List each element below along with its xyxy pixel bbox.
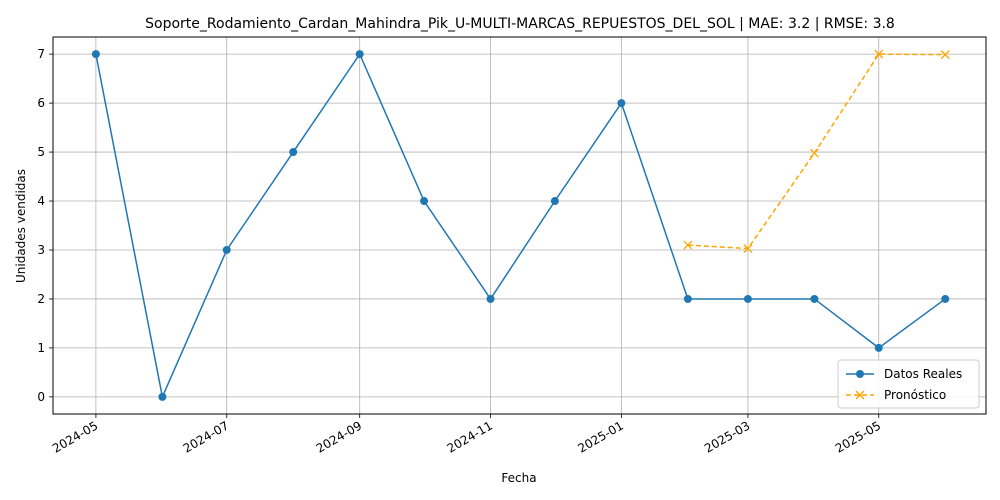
data-point	[941, 294, 950, 303]
data-point	[420, 197, 429, 206]
x-axis-title: Fecha	[501, 471, 536, 485]
data-point	[550, 197, 559, 206]
data-point-stroke	[940, 50, 950, 60]
y-tick-label: 2	[37, 292, 45, 306]
y-tick-label: 4	[37, 194, 45, 208]
y-tick-label: 7	[37, 47, 45, 61]
y-axis-title: Unidades vendidas	[14, 169, 28, 283]
x-tick-label: 2025-01	[575, 418, 625, 455]
chart-title: Soporte_Rodamiento_Cardan_Mahindra_Pik_U…	[145, 16, 895, 32]
y-tick-label: 1	[37, 341, 45, 355]
data-point-stroke	[809, 148, 819, 158]
x-tick-label: 2024-07	[181, 418, 231, 455]
data-point	[743, 294, 752, 303]
data-point	[874, 343, 883, 352]
y-tick-label: 0	[37, 390, 45, 404]
legend-label: Datos Reales	[884, 367, 962, 381]
x-tick-label: 2025-03	[702, 418, 752, 455]
series-layer	[91, 49, 950, 401]
y-tick-label: 5	[37, 145, 45, 159]
y-tick-label: 6	[37, 96, 45, 110]
data-point	[222, 245, 231, 254]
x-tick-label: 2025-05	[833, 418, 883, 455]
data-point	[91, 50, 100, 59]
data-point	[874, 49, 884, 59]
y-tick-label: 3	[37, 243, 45, 257]
x-tick-label: 2024-09	[314, 418, 364, 455]
data-point	[486, 294, 495, 303]
data-point	[683, 240, 693, 250]
data-point	[355, 50, 364, 59]
x-tick-label: 2024-11	[445, 418, 495, 455]
data-point	[809, 148, 819, 158]
x-tick-label: 2024-05	[50, 418, 100, 455]
data-point	[940, 50, 950, 60]
data-point	[743, 244, 753, 253]
data-point-stroke	[743, 244, 753, 253]
grid	[53, 37, 986, 414]
legend: Datos Reales Pronóstico	[837, 359, 980, 409]
data-point-stroke	[874, 49, 884, 59]
data-point	[617, 99, 626, 108]
data-point	[810, 294, 819, 303]
data-point	[158, 392, 167, 401]
plot-frame	[52, 36, 987, 415]
legend-marker	[856, 370, 864, 378]
legend-box	[837, 359, 980, 409]
data-point-stroke	[683, 240, 693, 250]
data-point	[683, 294, 692, 303]
series-line-0	[95, 52, 946, 400]
legend-label: Pronóstico	[884, 388, 946, 402]
data-point	[289, 148, 298, 157]
legend-marker	[855, 390, 865, 400]
